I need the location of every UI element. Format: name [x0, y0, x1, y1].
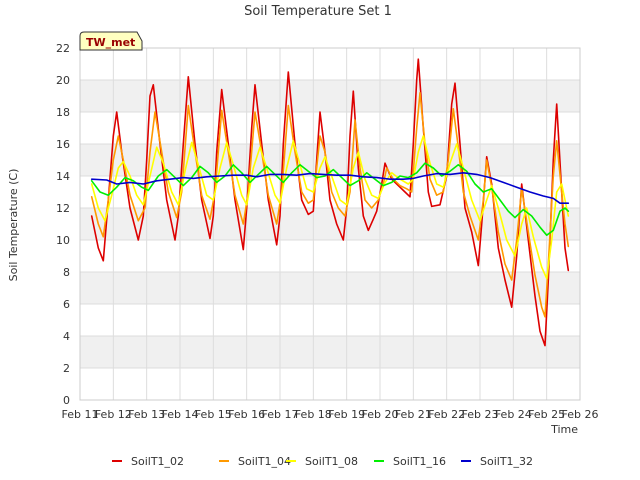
legend-item-soilt1-32: SoilT1_32	[461, 455, 533, 468]
x-tick-label: Feb 24	[495, 408, 532, 421]
y-tick-label: 6	[63, 298, 70, 311]
plot-band	[80, 336, 580, 368]
x-tick-label: Feb 26	[562, 408, 599, 421]
plot-band	[80, 112, 580, 144]
y-tick-label: 16	[56, 138, 70, 151]
x-tick-label: Feb 25	[528, 408, 565, 421]
legend-label: SoilT1_08	[305, 455, 358, 468]
plot-band	[80, 80, 580, 112]
legend-label: SoilT1_32	[480, 455, 533, 468]
x-tick-label: Feb 23	[462, 408, 499, 421]
y-tick-label: 12	[56, 202, 70, 215]
x-tick-label: Feb 11	[62, 408, 99, 421]
plot-band	[80, 368, 580, 400]
station-badge-label: TW_met	[86, 36, 135, 49]
series-line-soilt1-08	[90, 135, 570, 280]
x-tick-label: Feb 14	[162, 408, 199, 421]
plot-band	[80, 240, 580, 272]
y-axis-label: Soil Temperature (C)	[7, 169, 20, 282]
x-tick-label: Feb 12	[95, 408, 132, 421]
x-tick-label: Feb 17	[262, 408, 299, 421]
y-tick-label: 4	[63, 330, 70, 343]
plot-band	[80, 48, 580, 80]
series-line-soilt1-04	[90, 92, 570, 318]
x-tick-label: Feb 16	[228, 408, 265, 421]
y-tick-label: 14	[56, 170, 70, 183]
station-badge: TW_met	[79, 31, 143, 51]
x-tick-label: Feb 13	[128, 408, 165, 421]
legend-item-soilt1-04: SoilT1_04	[219, 455, 291, 468]
y-tick-label: 8	[63, 266, 70, 279]
y-tick-label: 22	[56, 42, 70, 55]
legend: SoilT1_02 SoilT1_04 SoilT1_08 SoilT1_16 Soil…	[112, 455, 533, 468]
y-axis-ticks: 0 2 4 6 8 10 12 14 16 18 20 22	[56, 42, 70, 407]
series-line-soilt1-32	[90, 172, 570, 204]
legend-label: SoilT1_02	[131, 455, 184, 468]
plot-band	[80, 304, 580, 336]
x-axis-label: Time	[550, 423, 578, 436]
x-tick-label: Feb 15	[195, 408, 232, 421]
y-tick-label: 0	[63, 394, 70, 407]
legend-label: SoilT1_16	[393, 455, 446, 468]
x-tick-label: Feb 19	[328, 408, 365, 421]
legend-item-soilt1-16: SoilT1_16	[374, 455, 446, 468]
plot-band	[80, 272, 580, 304]
y-tick-label: 2	[63, 362, 70, 375]
x-tick-label: Feb 18	[295, 408, 332, 421]
plot-frame	[79, 47, 581, 401]
series-layer	[90, 58, 570, 347]
y-tick-label: 18	[56, 106, 70, 119]
legend-item-soilt1-02: SoilT1_02	[112, 455, 184, 468]
chart-title: Soil Temperature Set 1	[244, 4, 392, 19]
x-tick-label: Feb 22	[428, 408, 465, 421]
y-tick-label: 10	[56, 234, 70, 247]
station-badge-box	[79, 31, 143, 51]
x-tick-label: Feb 21	[395, 408, 432, 421]
y-tick-label: 20	[56, 74, 70, 87]
legend-label: SoilT1_04	[238, 455, 291, 468]
series-line-soilt1-16	[90, 162, 570, 236]
x-tick-label: Feb 20	[362, 408, 399, 421]
legend-item-soilt1-08: SoilT1_08	[286, 455, 358, 468]
